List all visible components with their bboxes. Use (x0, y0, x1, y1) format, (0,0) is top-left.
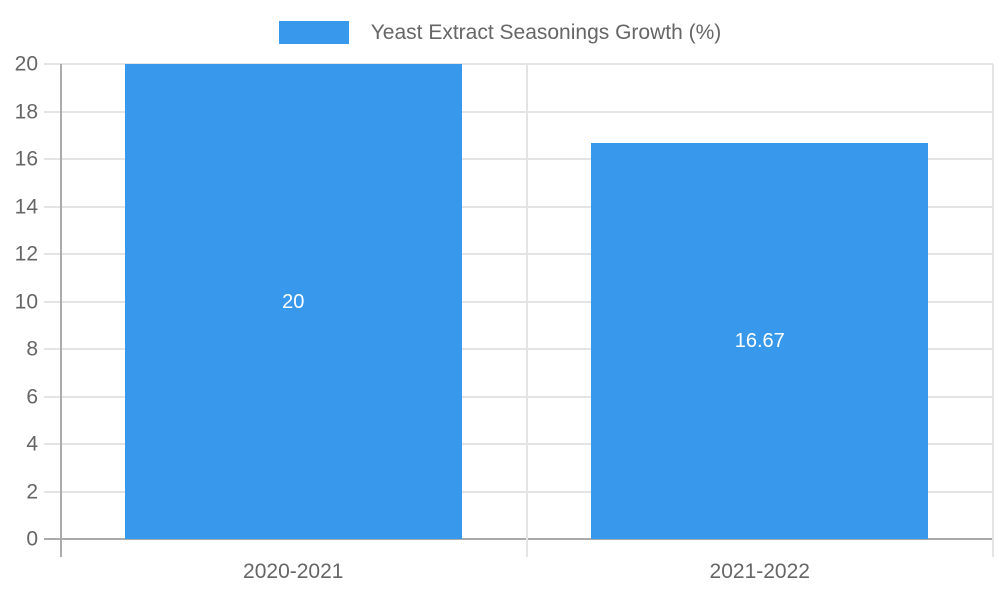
y-axis-tick (44, 395, 60, 398)
y-axis-tick (44, 63, 60, 65)
gridline-vertical (525, 64, 528, 539)
plot-area: 0 2 4 6 8 10 12 14 16 18 20 20 2020-2021 16.67 2021-20… (15, 54, 994, 583)
y-axis-tick (44, 158, 60, 160)
y-tick-label: 16 (14, 147, 38, 171)
chart-legend[interactable]: Yeast Extract Seasonings Growth (%) (0, 21, 1000, 45)
y-tick-label: 14 (14, 195, 38, 218)
y-axis-tick (44, 490, 60, 493)
gridline-vertical (992, 64, 994, 539)
y-tick-label: 20 (14, 52, 38, 76)
y-axis-line (60, 64, 62, 557)
y-axis-tick (44, 538, 60, 540)
y-tick-label: 4 (26, 432, 38, 456)
x-axis-tick (992, 539, 994, 557)
y-tick-label: 8 (26, 337, 38, 361)
bar[interactable]: 16.67 (591, 143, 929, 539)
y-tick-label: 6 (26, 385, 38, 408)
y-axis-tick (44, 443, 60, 445)
bar[interactable]: 20 (124, 64, 462, 539)
y-tick-label: 0 (26, 527, 38, 551)
y-axis-tick (44, 253, 60, 255)
x-tick-label: 2020-2021 (243, 560, 344, 583)
bar-value-label: 20 (282, 290, 305, 313)
y-axis-tick (44, 348, 60, 350)
bar-value-label: 16.67 (734, 330, 785, 353)
y-tick-label: 12 (14, 242, 38, 266)
y-tick-label: 18 (14, 100, 38, 123)
y-tick-label: 10 (14, 290, 38, 313)
x-axis-tick (525, 539, 528, 557)
legend-label: Yeast Extract Seasonings Growth (%) (370, 21, 722, 44)
y-axis-tick (44, 205, 60, 208)
y-axis-tick (44, 300, 60, 303)
legend-swatch-icon (278, 21, 349, 45)
y-tick-label: 2 (26, 480, 38, 503)
x-tick-label: 2021-2022 (709, 560, 810, 583)
y-axis-tick (44, 110, 60, 113)
